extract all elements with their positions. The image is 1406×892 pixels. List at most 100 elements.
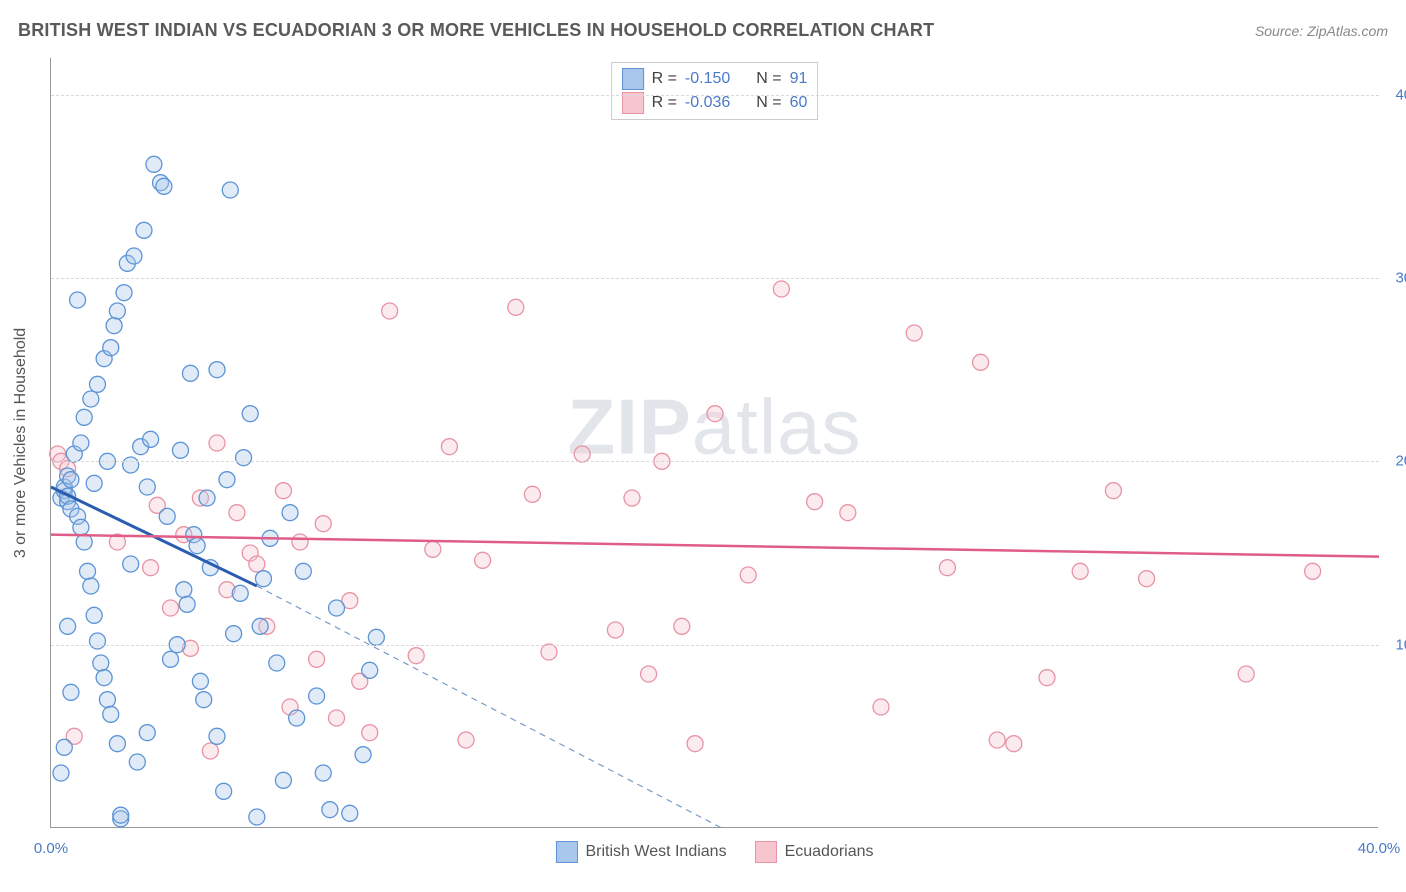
gridline: [51, 95, 1379, 96]
data-point: [1039, 670, 1055, 686]
chart-title: BRITISH WEST INDIAN VS ECUADORIAN 3 OR M…: [18, 20, 934, 41]
data-point: [322, 802, 338, 818]
data-point: [86, 607, 102, 623]
legend-item-1: British West Indians: [555, 841, 726, 863]
data-point: [109, 303, 125, 319]
y-axis-label: 3 or more Vehicles in Household: [12, 327, 30, 557]
data-point: [53, 765, 69, 781]
data-point: [315, 765, 331, 781]
data-point: [189, 538, 205, 554]
data-point: [182, 365, 198, 381]
data-point: [252, 618, 268, 634]
data-point: [209, 728, 225, 744]
data-point: [56, 739, 72, 755]
data-point: [63, 472, 79, 488]
data-point: [1072, 563, 1088, 579]
data-point: [1006, 736, 1022, 752]
data-point: [70, 292, 86, 308]
data-point: [126, 248, 142, 264]
data-point: [641, 666, 657, 682]
data-point: [172, 442, 188, 458]
data-point: [143, 560, 159, 576]
data-point: [906, 325, 922, 341]
data-point: [707, 406, 723, 422]
data-point: [408, 648, 424, 664]
data-point: [209, 362, 225, 378]
data-point: [222, 182, 238, 198]
data-point: [96, 670, 112, 686]
plot-svg: [51, 58, 1378, 827]
data-point: [129, 754, 145, 770]
data-point: [242, 406, 258, 422]
data-point: [329, 710, 345, 726]
data-point: [425, 541, 441, 557]
source-credit: Source: ZipAtlas.com: [1255, 23, 1388, 39]
data-point: [109, 736, 125, 752]
data-point: [355, 747, 371, 763]
data-point: [458, 732, 474, 748]
data-point: [103, 706, 119, 722]
data-point: [282, 505, 298, 521]
data-point: [1105, 483, 1121, 499]
data-point: [89, 376, 105, 392]
data-point: [475, 552, 491, 568]
data-point: [362, 725, 378, 741]
data-point: [740, 567, 756, 583]
swatch-series-2: [755, 841, 777, 863]
data-point: [229, 505, 245, 521]
data-point: [123, 457, 139, 473]
data-point: [103, 340, 119, 356]
data-point: [86, 475, 102, 491]
x-tick-label: 0.0%: [34, 840, 68, 857]
source-label: Source:: [1255, 23, 1307, 39]
data-point: [508, 299, 524, 315]
data-point: [209, 435, 225, 451]
data-point: [524, 486, 540, 502]
data-point: [807, 494, 823, 510]
legend-item-2: Ecuadorians: [755, 841, 874, 863]
data-point: [342, 805, 358, 821]
data-point: [309, 651, 325, 667]
data-point: [1139, 571, 1155, 587]
y-tick-label: 10.0%: [1384, 636, 1406, 653]
data-point: [292, 534, 308, 550]
data-point: [773, 281, 789, 297]
data-point: [136, 222, 152, 238]
y-tick-label: 40.0%: [1384, 86, 1406, 103]
data-point: [143, 431, 159, 447]
data-point: [93, 655, 109, 671]
data-point: [192, 673, 208, 689]
legend-label-1: British West Indians: [585, 843, 726, 861]
data-point: [226, 626, 242, 642]
data-point: [275, 772, 291, 788]
data-point: [249, 556, 265, 572]
data-point: [202, 743, 218, 759]
data-point: [83, 391, 99, 407]
y-tick-label: 20.0%: [1384, 453, 1406, 470]
data-point: [1238, 666, 1254, 682]
data-point: [873, 699, 889, 715]
data-point: [624, 490, 640, 506]
data-point: [106, 318, 122, 334]
legend-label-2: Ecuadorians: [785, 843, 874, 861]
data-point: [441, 439, 457, 455]
data-point: [146, 156, 162, 172]
data-point: [232, 585, 248, 601]
data-point: [249, 809, 265, 825]
data-point: [1305, 563, 1321, 579]
data-point: [176, 582, 192, 598]
swatch-series-1: [555, 841, 577, 863]
data-point: [83, 578, 99, 594]
data-point: [196, 692, 212, 708]
data-point: [63, 684, 79, 700]
data-point: [76, 409, 92, 425]
data-point: [73, 519, 89, 535]
source-name: ZipAtlas.com: [1307, 23, 1388, 39]
data-point: [113, 807, 129, 823]
gridline: [51, 461, 1379, 462]
data-point: [674, 618, 690, 634]
data-point: [199, 490, 215, 506]
data-point: [687, 736, 703, 752]
data-point: [73, 435, 89, 451]
data-point: [275, 483, 291, 499]
